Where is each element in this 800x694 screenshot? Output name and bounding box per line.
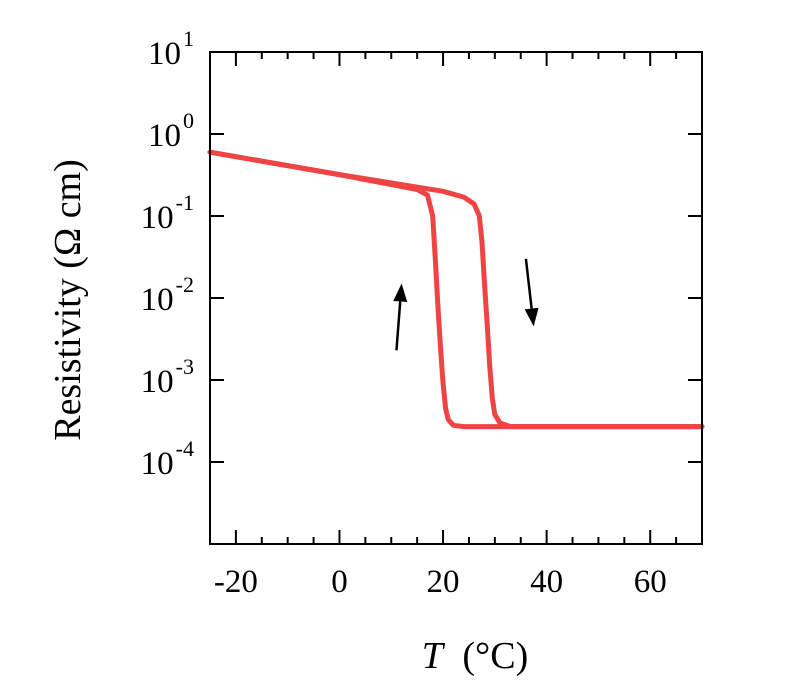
x-tick-label: 60 xyxy=(634,564,667,600)
x-axis-label: T (°C) xyxy=(422,635,529,677)
arrow-up-head xyxy=(393,283,408,303)
y-tick-label: 10-1 xyxy=(141,190,194,236)
x-tick-label: 40 xyxy=(530,564,563,600)
y-tick-label: 100 xyxy=(148,108,194,154)
y-axis-label: Resistivity (Ω cm) xyxy=(47,159,89,441)
arrow-down-head xyxy=(524,307,539,327)
y-tick-label: 10-2 xyxy=(141,272,194,318)
x-axis-symbol: T xyxy=(422,635,446,677)
y-tick-label: 10-3 xyxy=(141,354,194,400)
axis-ticks xyxy=(210,52,703,544)
x-tick-labels: -20 0 20 40 60 xyxy=(214,564,667,600)
x-tick-label: -20 xyxy=(214,564,258,600)
arrow-up-shaft xyxy=(395,301,402,351)
y-tick-label: 101 xyxy=(148,26,194,72)
resistivity-curve-1 xyxy=(207,149,705,430)
y-tick-labels: 10-4 10-3 10-2 10-1 100 101 xyxy=(141,26,194,482)
x-axis-unit: (°C) xyxy=(462,635,528,677)
y-tick-label: 10-4 xyxy=(141,436,194,482)
x-tick-label: 20 xyxy=(427,564,460,600)
resistivity-curve-2 xyxy=(207,149,705,430)
x-tick-label: 0 xyxy=(331,564,348,600)
arrow-down-shaft xyxy=(524,258,533,309)
data-curves xyxy=(207,149,705,430)
direction-arrows xyxy=(393,258,539,351)
plot-frame xyxy=(209,51,703,545)
